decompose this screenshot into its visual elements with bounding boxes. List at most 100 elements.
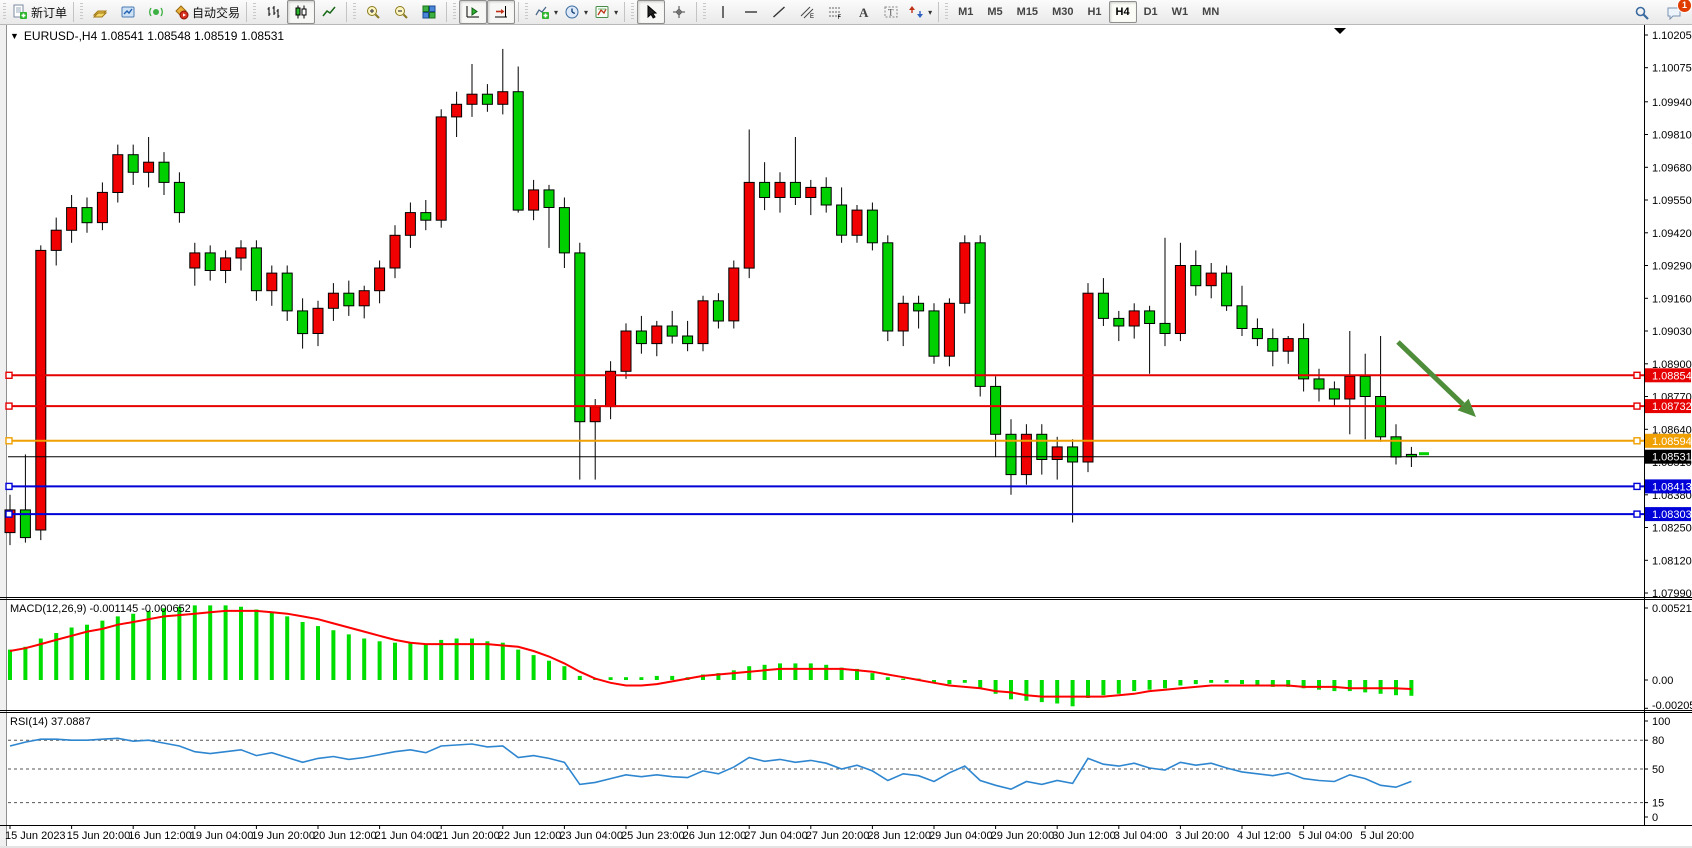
signals-button[interactable] xyxy=(142,0,170,24)
chevron-down-icon[interactable]: ▾ xyxy=(584,7,589,17)
candlestick xyxy=(512,91,524,211)
zoom-out-button[interactable] xyxy=(387,0,415,24)
toolbar-grip[interactable] xyxy=(1,3,8,21)
line-handle[interactable] xyxy=(1633,437,1641,445)
chart-area[interactable]: 1.10205 1.10075 1.09940 1.09810 1.09680 1.095… xyxy=(0,25,1692,848)
cursor-button[interactable] xyxy=(637,0,666,24)
line-handle[interactable] xyxy=(1633,371,1641,379)
new-order-label: 新订单 xyxy=(31,5,68,20)
timeframe-M5-button[interactable]: M5 xyxy=(987,6,1003,18)
candlestick xyxy=(774,181,786,198)
timeframe-M30-button[interactable]: M30 xyxy=(1052,6,1074,18)
toolbar-grip[interactable] xyxy=(351,3,359,21)
crosshair-icon xyxy=(671,4,687,20)
time-axis-label: 29 Jun 04:00 xyxy=(929,830,993,842)
toolbar-grip[interactable] xyxy=(701,3,709,21)
candlestick xyxy=(1221,272,1233,307)
toolbar-separator xyxy=(938,2,940,22)
zoom-in-button[interactable] xyxy=(359,0,387,24)
chevron-down-icon[interactable]: ▾ xyxy=(928,7,933,17)
toolbar-grip[interactable] xyxy=(523,3,531,21)
svg-text:1.10205: 1.10205 xyxy=(1652,30,1692,42)
candlestick xyxy=(1359,375,1371,397)
candlestick-icon xyxy=(293,4,309,20)
indicators-button[interactable]: ▾ xyxy=(531,0,561,24)
templates-button[interactable]: ▾ xyxy=(591,0,621,24)
toolbar-grip[interactable] xyxy=(251,3,259,21)
line-handle[interactable] xyxy=(5,402,13,410)
time-axis-label: 3 Jul 04:00 xyxy=(1114,830,1168,842)
svg-text:1.09290: 1.09290 xyxy=(1652,261,1692,273)
chevron-down-icon[interactable]: ▾ xyxy=(554,7,559,17)
toolbar-grip[interactable] xyxy=(629,3,637,21)
line-handle[interactable] xyxy=(1633,510,1641,518)
toolbar-separator xyxy=(73,2,75,22)
arrows-button[interactable]: ▾ xyxy=(905,0,935,24)
candlestick xyxy=(1051,446,1063,460)
line-handle[interactable] xyxy=(5,482,13,491)
timeframe-M1-button[interactable]: M1 xyxy=(958,6,974,18)
profiles-button[interactable] xyxy=(114,0,142,24)
templates-icon xyxy=(594,4,610,20)
line-handle[interactable] xyxy=(1633,482,1641,491)
svg-text:A: A xyxy=(859,5,869,20)
candlestick xyxy=(481,93,493,105)
candlestick xyxy=(50,229,62,251)
auto-scroll-icon xyxy=(465,4,481,20)
chat-button[interactable]: 1 xyxy=(1660,0,1692,25)
toolbar-grip[interactable] xyxy=(943,3,951,21)
candlestick xyxy=(928,310,940,357)
auto-scroll-button[interactable] xyxy=(459,0,488,24)
timeframe-W1-button[interactable]: W1 xyxy=(1171,6,1189,18)
line-handle[interactable] xyxy=(5,437,13,445)
line-handle[interactable] xyxy=(5,510,13,518)
candlestick xyxy=(728,267,740,322)
new-order-icon xyxy=(12,4,28,20)
channel-icon: E xyxy=(799,4,815,20)
time-axis-label: 19 Jun 04:00 xyxy=(190,830,254,842)
timeframe-M15-button[interactable]: M15 xyxy=(1016,6,1039,18)
svg-text:E: E xyxy=(810,14,814,20)
hline-button[interactable] xyxy=(737,0,765,24)
timeframe-H1-button[interactable]: H1 xyxy=(1087,6,1102,18)
candlestick xyxy=(1128,310,1140,327)
svg-text:50: 50 xyxy=(1652,764,1664,776)
crosshair-button[interactable] xyxy=(665,0,693,24)
chart-shift-button[interactable] xyxy=(487,0,516,24)
candlestick-button[interactable] xyxy=(287,0,316,24)
styles-button[interactable] xyxy=(86,0,114,24)
candlestick xyxy=(543,189,555,208)
text-button[interactable]: A xyxy=(849,0,877,24)
timeframe-H4-button[interactable]: H4 xyxy=(1108,1,1137,23)
new-order-button[interactable]: 新订单 xyxy=(9,0,70,24)
timeframe-D1-button[interactable]: D1 xyxy=(1143,6,1158,18)
trendline-button[interactable] xyxy=(765,0,793,24)
periods-button[interactable]: ▾ xyxy=(561,0,591,24)
toolbar-grip[interactable] xyxy=(78,3,86,21)
arrow-annotation[interactable] xyxy=(1396,340,1476,417)
line-handle[interactable] xyxy=(5,371,13,379)
price-axis[interactable]: 1.10205 1.10075 1.09940 1.09810 1.09680 1.095… xyxy=(1644,30,1692,824)
line-handle[interactable] xyxy=(1633,402,1641,410)
tile-windows-button[interactable] xyxy=(415,0,443,24)
fibonacci-button[interactable]: F xyxy=(821,0,849,24)
label-button[interactable]: T xyxy=(877,0,905,24)
toolbar-right: 1 xyxy=(1628,0,1692,25)
channel-button[interactable]: E xyxy=(793,0,821,24)
vline-icon xyxy=(715,4,731,20)
vline-button[interactable] xyxy=(709,0,737,24)
candlestick xyxy=(4,509,16,534)
candlestick xyxy=(943,302,955,357)
bar-chart-button[interactable] xyxy=(259,0,287,24)
toolbar-grip[interactable] xyxy=(451,3,459,21)
line-chart-button[interactable] xyxy=(315,0,343,24)
time-axis-label: 16 Jun 12:00 xyxy=(128,830,192,842)
chevron-down-icon[interactable]: ▾ xyxy=(614,7,619,17)
auto-trading-button[interactable]: 自动交易 xyxy=(170,0,243,24)
timeframe-MN-button[interactable]: MN xyxy=(1202,6,1220,18)
time-axis-label: 26 Jun 12:00 xyxy=(683,830,747,842)
support-resistance-lines[interactable] xyxy=(5,371,1644,518)
svg-text:1.09160: 1.09160 xyxy=(1652,293,1692,305)
search-button[interactable] xyxy=(1628,1,1656,25)
